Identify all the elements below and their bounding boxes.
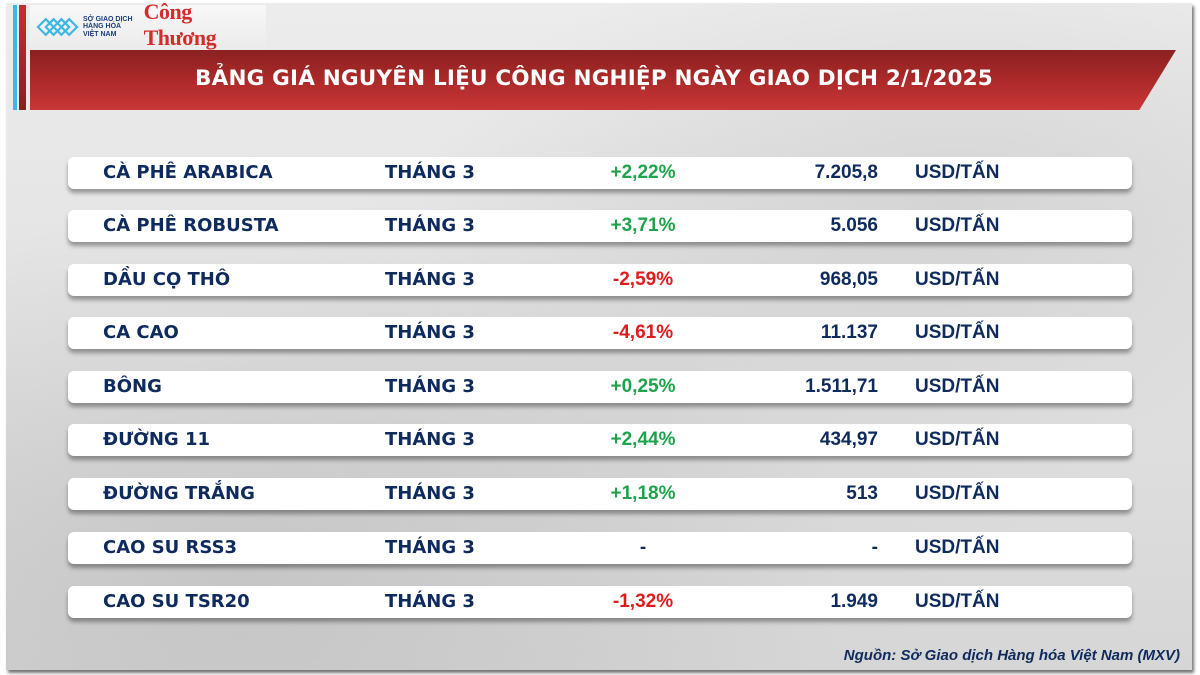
price-value: 5.056 (830, 215, 878, 236)
table-row: CAO SU RSS3 THÁNG 3 - - USD/TẤN (68, 532, 1132, 564)
change-percent: -2,59% (612, 269, 674, 290)
table-row: CAO SU TSR20 THÁNG 3 -1,32% 1.949 USD/TẤ… (68, 586, 1132, 618)
price-value: 968,05 (819, 269, 878, 290)
change-percent: +1,18% (610, 483, 676, 504)
commodity-name: CAO SU RSS3 (103, 537, 238, 558)
title-banner: BẢNG GIÁ NGUYÊN LIỆU CÔNG NGHIỆP NGÀY GI… (30, 50, 1176, 110)
price-unit: USD/TẤN (915, 162, 1000, 183)
source-note: Nguồn: Sở Giao dịch Hàng hóa Việt Nam (M… (843, 647, 1180, 664)
price-value: 7.205,8 (814, 162, 878, 183)
change-percent: - (639, 537, 647, 558)
commodity-name: CÀ PHÊ ROBUSTA (103, 215, 279, 236)
contract-month: THÁNG 3 (385, 215, 475, 236)
price-unit: USD/TẤN (915, 537, 1000, 558)
contract-month: THÁNG 3 (385, 376, 475, 397)
commodity-name: ĐƯỜNG 11 (103, 429, 210, 450)
price-value: 513 (846, 483, 878, 504)
price-value: - (871, 537, 878, 558)
commodity-name: ĐƯỜNG TRẮNG (103, 483, 255, 504)
price-unit: USD/TẤN (915, 322, 1000, 343)
mxv-logo-icon (36, 17, 79, 37)
table-row: CÀ PHÊ ROBUSTA THÁNG 3 +3,71% 5.056 USD/… (68, 210, 1132, 242)
price-unit: USD/TẤN (915, 215, 1000, 236)
price-unit: USD/TẤN (915, 269, 1000, 290)
price-value: 11.137 (820, 322, 878, 343)
price-unit: USD/TẤN (915, 483, 1000, 504)
contract-month: THÁNG 3 (385, 269, 475, 290)
contract-month: THÁNG 3 (385, 537, 475, 558)
price-unit: USD/TẤN (915, 376, 1000, 397)
commodity-name: CÀ PHÊ ARABICA (103, 162, 273, 183)
accent-bar-red (19, 5, 26, 110)
price-value: 1.511,71 (805, 376, 878, 397)
change-percent: -4,61% (612, 322, 674, 343)
contract-month: THÁNG 3 (385, 483, 475, 504)
contract-month: THÁNG 3 (385, 591, 475, 612)
table-row: CÀ PHÊ ARABICA THÁNG 3 +2,22% 7.205,8 US… (68, 157, 1132, 189)
change-percent: +3,71% (610, 215, 676, 236)
price-unit: USD/TẤN (915, 429, 1000, 450)
table-row: BÔNG THÁNG 3 +0,25% 1.511,71 USD/TẤN (68, 371, 1132, 403)
page-title: BẢNG GIÁ NGUYÊN LIỆU CÔNG NGHIỆP NGÀY GI… (195, 65, 993, 91)
commodity-name: DẦU CỌ THÔ (103, 269, 231, 290)
contract-month: THÁNG 3 (385, 162, 475, 183)
contract-month: THÁNG 3 (385, 429, 475, 450)
accent-bar-cyan (13, 5, 17, 110)
price-unit: USD/TẤN (915, 591, 1000, 612)
price-value: 434,97 (819, 429, 878, 450)
table-row: DẦU CỌ THÔ THÁNG 3 -2,59% 968,05 USD/TẤN (68, 264, 1132, 296)
change-percent: -1,32% (612, 591, 674, 612)
change-percent: +0,25% (610, 376, 676, 397)
logo-org-name: SỞ GIAO DỊCH HÀNG HÓA VIỆT NAM (82, 15, 133, 38)
commodity-name: CAO SU TSR20 (103, 591, 250, 612)
change-percent: +2,44% (610, 429, 676, 450)
commodity-name: BÔNG (103, 376, 162, 397)
change-percent: +2,22% (610, 162, 676, 183)
table-row: ĐƯỜNG 11 THÁNG 3 +2,44% 434,97 USD/TẤN (68, 424, 1132, 456)
contract-month: THÁNG 3 (385, 322, 475, 343)
price-value: 1.949 (830, 591, 878, 612)
commodity-name: CA CAO (103, 322, 179, 343)
logo-header: SỞ GIAO DỊCH HÀNG HÓA VIỆT NAM Công Thươ… (30, 0, 266, 50)
table-row: CA CAO THÁNG 3 -4,61% 11.137 USD/TẤN (68, 317, 1132, 349)
table-row: ĐƯỜNG TRẮNG THÁNG 3 +1,18% 513 USD/TẤN (68, 478, 1132, 510)
brand-logo-cong-thuong: Công Thương (143, 0, 217, 50)
